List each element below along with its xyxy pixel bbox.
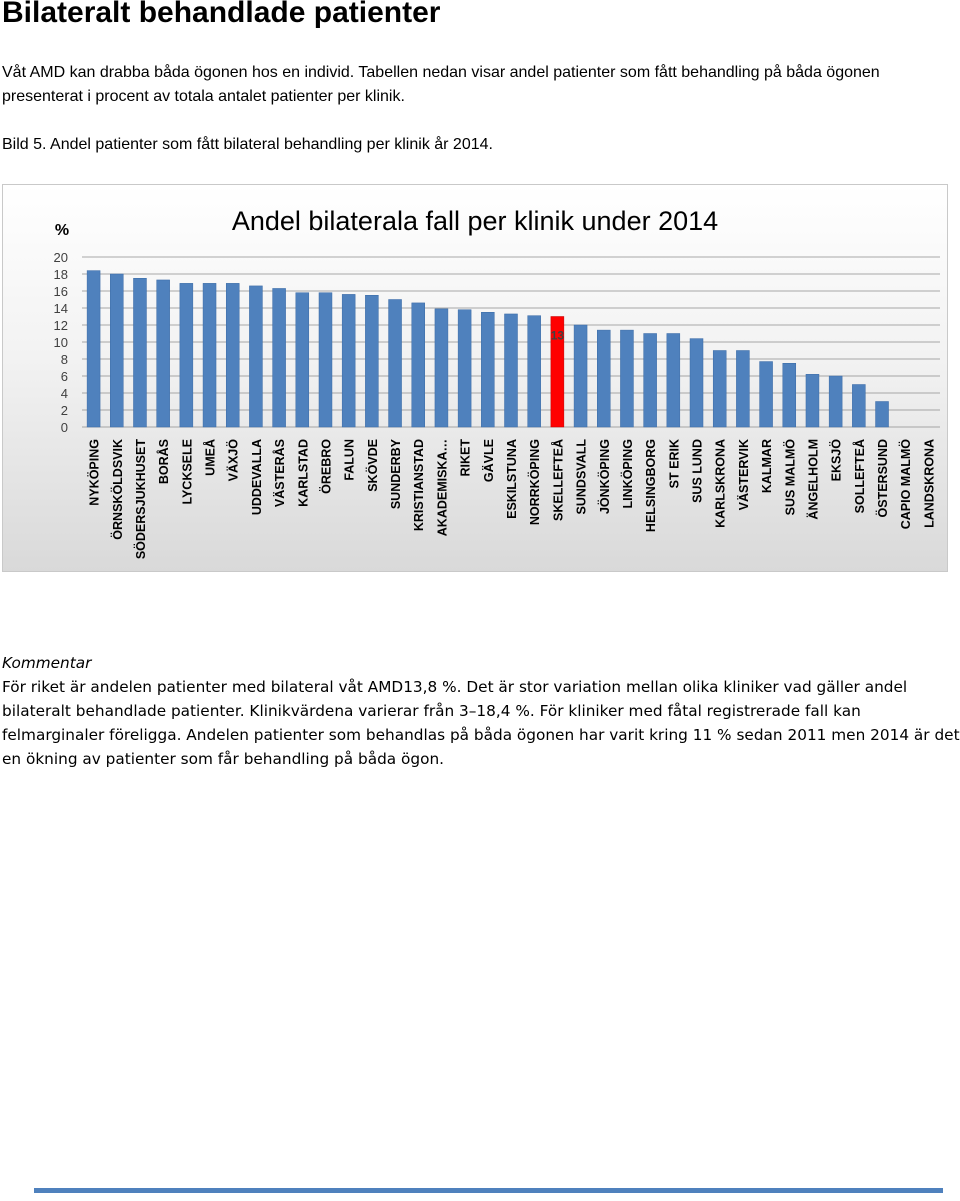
bar (202, 283, 217, 428)
bar (573, 324, 588, 428)
bar (550, 316, 565, 428)
bar (689, 338, 704, 428)
y-tick-label: 10 (54, 335, 68, 350)
chart-title: Andel bilaterala fall per klinik under 2… (232, 206, 718, 236)
page-title: Bilateralt behandlade patienter (2, 0, 441, 29)
x-tick-label: SUNDSVALL (575, 439, 589, 515)
x-tick-label: ÖRNSKÖLDSVIK (110, 439, 125, 540)
x-tick-label: NYKÖPING (87, 439, 102, 506)
x-tick-label: LANDSKRONA (922, 439, 936, 528)
x-tick-label: HELSINGBORG (644, 439, 658, 532)
comment-section: Kommentar För riket är andelen patienter… (2, 651, 960, 771)
x-tick-label: GÄVLE (481, 439, 496, 482)
bar (643, 333, 657, 428)
bar (620, 329, 634, 428)
x-tick-label: SKÖVDE (365, 439, 380, 492)
x-tick-label: ESKILSTUNA (505, 439, 519, 519)
x-tick-label: AKADEMISKA… (435, 439, 449, 536)
x-tick-label: SKELLEFTEÅ (550, 439, 565, 521)
x-tick-label: UDDEVALLA (250, 439, 264, 515)
x-tick-label: ÖREBRO (318, 439, 333, 494)
bar (156, 279, 170, 428)
bar (875, 401, 889, 428)
comment-text: För riket är andelen patienter med bilat… (2, 678, 960, 768)
x-tick-label: SOLLEFTEÅ (852, 439, 867, 513)
x-tick-label: KALMAR (760, 439, 774, 493)
y-tick-label: 6 (61, 369, 68, 384)
x-tick-label: KARLSTAD (296, 439, 310, 507)
y-tick-label: 18 (54, 267, 68, 282)
comment-title: Kommentar (2, 654, 92, 672)
y-axis-label: % (55, 222, 69, 239)
y-tick-label: 14 (54, 301, 68, 316)
bar (782, 363, 797, 428)
x-tick-label: LYCKSELE (180, 439, 194, 505)
x-tick-label: ÄNGELHOLM (805, 439, 820, 520)
x-tick-label: KARLSKRONA (714, 439, 728, 528)
x-tick-label: KRISTIANSTAD (412, 439, 426, 531)
y-tick-label: 2 (61, 403, 68, 418)
bar (341, 294, 356, 428)
bar (805, 374, 820, 428)
bar (481, 312, 495, 428)
x-tick-label: SÖDERSJUKHUSET (133, 439, 148, 560)
x-tick-label: SUS LUND (691, 439, 705, 503)
bar (597, 329, 611, 428)
bar (249, 285, 263, 428)
bar (828, 375, 843, 428)
bar (759, 361, 773, 428)
bar-chart: Andel bilaterala fall per klinik under 2… (54, 206, 940, 560)
y-tick-label: 0 (61, 420, 68, 435)
bar (318, 292, 333, 428)
bar (225, 283, 240, 428)
bar (457, 309, 472, 428)
x-tick-label: UMEÅ (203, 439, 218, 476)
bar (179, 283, 194, 428)
y-tick-label: 8 (61, 352, 68, 367)
intro-paragraph: Våt AMD kan drabba båda ögonen hos en in… (2, 64, 880, 105)
x-tick-label: VÄXJÖ (226, 439, 241, 482)
x-tick-label: ÖSTERSUND (875, 439, 890, 517)
bar (388, 299, 402, 428)
bar (133, 278, 147, 428)
x-tick-label: FALUN (343, 439, 357, 481)
x-tick-label: VÄSTERVIK (736, 439, 751, 510)
bar (365, 295, 379, 428)
bar (110, 273, 124, 428)
x-tick-label: NORRKÖPING (527, 439, 542, 525)
y-tick-label: 4 (61, 386, 68, 401)
data-label: 13 (551, 329, 565, 343)
y-tick-label: 16 (54, 284, 68, 299)
bar (411, 302, 425, 428)
x-tick-label: LINKÖPING (620, 439, 635, 508)
y-tick-label: 20 (54, 250, 68, 265)
x-tick-label: EKSJÖ (829, 439, 844, 482)
figure-caption: Bild 5. Andel patienter som fått bilater… (2, 136, 493, 153)
bar (434, 308, 449, 428)
x-tick-label: JÖNKÖPING (597, 439, 612, 514)
x-tick-label: CAPIO MALMÖ (898, 439, 913, 530)
y-tick-label: 12 (54, 318, 68, 333)
bar (712, 350, 727, 428)
x-tick-label: SUS MALMÖ (782, 439, 797, 516)
bar (295, 292, 310, 428)
bar (86, 270, 101, 428)
x-tick-label: SUNDERBY (389, 438, 403, 509)
bar (504, 313, 518, 428)
x-tick-label: BORÅS (156, 439, 171, 484)
x-tick-label: RIKET (459, 439, 473, 477)
bar (736, 350, 750, 428)
footer-divider (34, 1188, 943, 1193)
bar (852, 384, 866, 428)
bar (527, 315, 541, 428)
bar (666, 333, 681, 428)
bar (272, 288, 286, 428)
x-tick-label: ST ERIK (667, 439, 681, 488)
x-tick-label: VÄSTERÅS (272, 439, 287, 507)
